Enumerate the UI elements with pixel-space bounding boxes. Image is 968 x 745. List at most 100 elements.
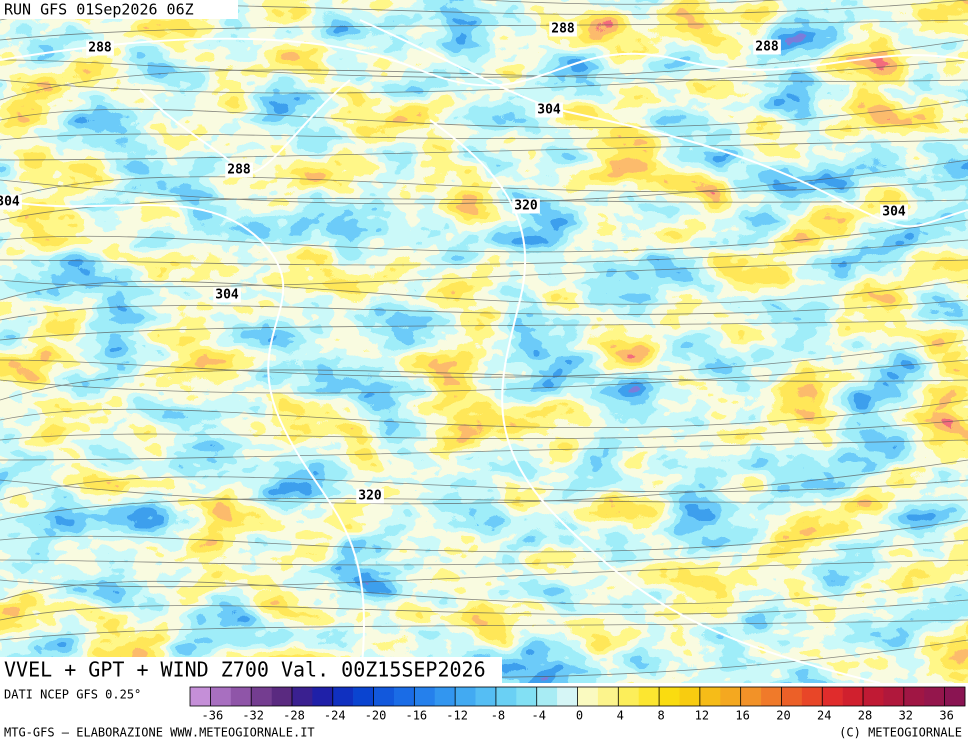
streamline [0,579,968,605]
streamline [0,59,968,94]
colorbar-tick-label: 28 [858,709,872,723]
colorbar-tick-label: 20 [776,709,790,723]
streamline [0,369,968,401]
contour-label-bg [225,162,253,178]
color-swatch [312,687,334,706]
color-swatch [944,687,966,706]
map-title: VVEL + GPT + WIND Z700 Val. 00Z15SEP2026 [4,658,486,682]
colorbar-tick-label: 8 [657,709,664,723]
color-swatch [659,687,680,706]
color-swatch [271,687,293,706]
color-swatch [822,687,843,706]
color-swatch [883,687,905,706]
contour-label: 320 [514,199,538,214]
color-swatch [210,687,232,706]
streamline [0,219,968,253]
colorbar-tick-label: -16 [405,709,427,723]
color-swatch [495,687,517,706]
contour-label: 304 [882,205,906,220]
streamline [0,279,968,305]
color-swatch [801,687,823,706]
color-swatch [291,687,313,706]
streamline [0,339,968,378]
colorbar-tick-label: 12 [695,709,709,723]
color-swatch [781,687,803,706]
color-swatch [597,687,619,706]
contour-label-bg [0,194,22,210]
color-swatch [679,687,701,706]
streamline [0,599,968,621]
title-box [0,657,502,683]
color-swatch [251,687,272,706]
streamline [0,539,968,566]
color-swatch [230,687,252,706]
color-swatch [332,687,354,706]
color-swatch [618,687,639,706]
streamline [0,619,968,641]
colorbar-tick-label: 4 [617,709,624,723]
color-swatch [455,687,476,706]
streamline [0,359,968,394]
contour-label: 304 [537,103,561,118]
footer-right: (C) METEOGIORNALE [839,726,962,740]
colorbar-tick-label: -36 [202,709,224,723]
streamline [0,139,968,161]
color-swatch [903,687,925,706]
colorbar-tick-label: 16 [735,709,749,723]
contour-label: 304 [0,195,20,210]
colorbar-tick-label: -8 [491,709,505,723]
color-swatch [190,687,211,706]
color-swatch [761,687,782,706]
color-swatch [638,687,660,706]
streamline [0,159,968,205]
color-swatch [557,687,578,706]
contour-label-bg [512,198,540,214]
color-swatch [863,687,884,706]
streamline [0,0,783,5]
colorbar-tick-label: 24 [817,709,831,723]
header-box [0,0,238,19]
streamline [0,69,968,101]
colorbar-tick-label: -12 [446,709,468,723]
streamline [0,439,968,461]
wind-streamlines [0,0,968,678]
contour-label: 288 [755,40,779,55]
velocity-field [0,0,968,683]
streamline [0,299,968,321]
color-swatch [353,687,374,706]
color-swatch [699,687,721,706]
contour-label-bg [213,287,241,303]
color-swatch [475,687,497,706]
contour-labels: 288 288 288 304 288 320 304 304 304 320 [0,21,908,504]
color-swatch [842,687,864,706]
colorbar-tick-label: -20 [365,709,387,723]
color-swatch [924,687,945,706]
streamline [0,119,968,141]
contour-label-bg [535,102,563,118]
contour-label-bg [356,488,384,504]
contour-label: 288 [88,41,112,56]
streamline [0,419,968,441]
source-label: DATI NCEP GFS 0.25° [4,688,141,702]
colorbar-tick-label: -24 [324,709,346,723]
color-swatch [536,687,558,706]
contour-label: 320 [358,489,382,504]
streamline [0,519,968,553]
colorbar-tick-label: -4 [531,709,545,723]
streamline [0,99,968,129]
color-swatch [373,687,395,706]
color-swatch [434,687,456,706]
contour-label-bg [753,39,781,55]
colorbar-tick-label: -32 [242,709,264,723]
streamline [0,19,968,41]
contour-label: 288 [227,163,251,178]
color-swatch [516,687,538,706]
footer-left: MTG-GFS — ELABORAZIONE WWW.METEOGIORNALE… [4,726,315,740]
colorbar: -36 -32 -28 -24 -20 -16 -12 -8 -4 0 4 8 12 16 20 24 28 32… [189,686,966,723]
streamline [0,399,968,429]
colorbar-tick-label: 32 [899,709,913,723]
streamline [0,559,968,588]
colorbar-tick-label: 36 [939,709,953,723]
streamline [0,476,968,501]
